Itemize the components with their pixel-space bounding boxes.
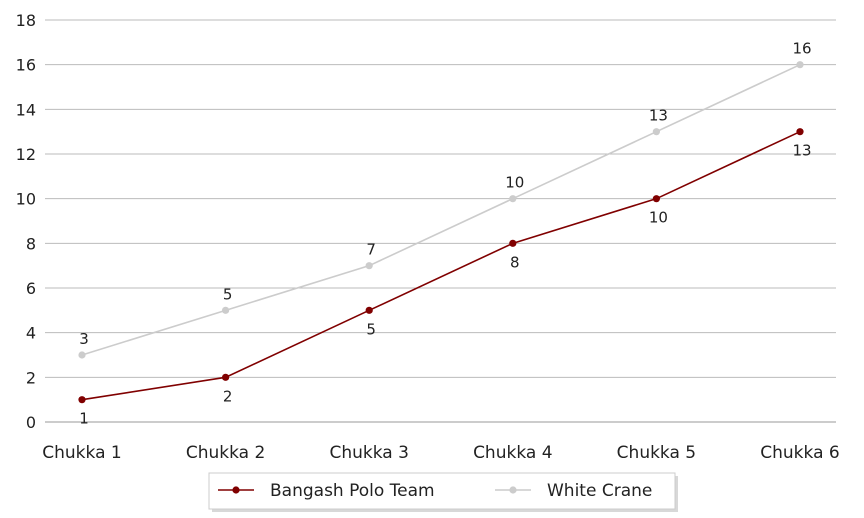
data-point [365,306,373,314]
data-label: 5 [366,320,376,338]
data-label: 13 [792,142,811,160]
data-point [509,195,517,203]
y-tick-label: 0 [26,413,36,432]
legend-label-white-crane: White Crane [547,481,652,501]
y-tick-label: 8 [26,234,36,253]
data-label: 7 [366,241,376,259]
data-point [652,195,661,203]
legend-swatch-white-crane-marker [509,486,517,494]
y-tick-label: 4 [26,324,36,343]
data-label: 5 [223,285,233,303]
gridlines [45,19,836,423]
legend-swatch-bangash-marker [232,486,240,494]
data-label: 10 [505,174,524,192]
y-tick-label: 6 [26,279,36,298]
y-tick-label: 16 [16,56,36,75]
x-tick-label: Chukka 1 [42,443,121,463]
y-tick-label: 12 [16,145,36,164]
x-tick-label: Chukka 2 [186,443,265,463]
data-point [796,128,804,136]
data-point [78,351,86,359]
y-tick-label: 18 [16,11,36,30]
data-label: 16 [792,40,811,58]
series-group: 1 2 5 8 10 13 3 5 7 10 13 16 [78,40,812,428]
data-point [222,373,230,381]
series-1: 3 5 7 10 13 16 [78,40,812,359]
data-label: 10 [649,209,668,227]
series-0: 1 2 5 8 10 13 [78,128,812,428]
data-label: 1 [79,410,89,428]
data-label: 13 [649,107,668,125]
data-label: 3 [79,330,89,348]
data-point [796,61,804,69]
data-label: 2 [223,387,233,405]
legend-box [208,472,676,510]
series-line [81,63,801,356]
data-point [222,306,230,314]
x-tick-label: Chukka 4 [473,443,552,463]
data-point [78,396,86,404]
y-tick-label: 2 [26,368,36,387]
x-tick-label: Chukka 5 [617,443,696,463]
data-point [509,239,517,247]
series-line [81,130,801,401]
y-axis: 0 2 4 6 8 10 12 14 16 18 [16,11,36,432]
data-point [365,262,373,270]
data-point [652,128,661,136]
legend-label-bangash: Bangash Polo Team [270,481,435,501]
y-tick-label: 14 [16,100,36,119]
legend: Bangash Polo Team White Crane [208,472,678,512]
data-label: 8 [510,253,520,271]
y-tick-label: 10 [16,190,36,209]
x-tick-label: Chukka 6 [760,443,839,463]
x-axis: Chukka 1 Chukka 2 Chukka 3 Chukka 4 Chukka 5… [42,443,839,463]
x-tick-label: Chukka 3 [329,443,408,463]
